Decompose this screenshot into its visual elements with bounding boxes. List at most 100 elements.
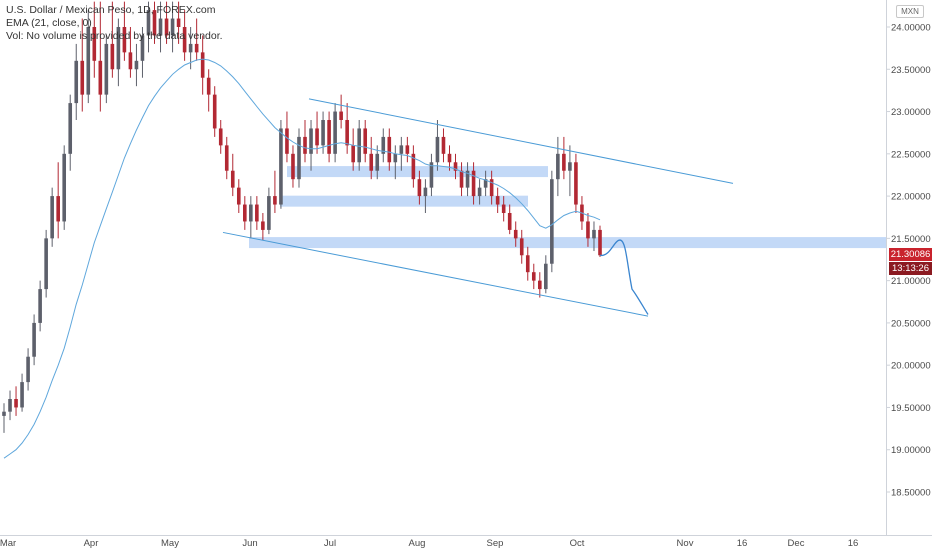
candle[interactable] <box>110 1 115 78</box>
candle[interactable] <box>435 120 440 171</box>
candle[interactable] <box>513 221 518 247</box>
candle[interactable] <box>200 35 205 95</box>
horizontal-zone[interactable] <box>287 166 548 178</box>
channel-upper-line[interactable] <box>308 98 734 184</box>
candle[interactable] <box>122 1 127 61</box>
candle[interactable] <box>387 128 392 171</box>
candle[interactable] <box>411 145 416 188</box>
candle[interactable] <box>507 204 512 235</box>
candle[interactable] <box>574 153 578 213</box>
candle[interactable] <box>134 43 139 87</box>
horizontal-zone[interactable] <box>280 195 528 207</box>
candle[interactable] <box>417 170 422 205</box>
candle[interactable] <box>32 314 36 366</box>
candle[interactable] <box>74 43 79 120</box>
candle[interactable] <box>170 1 175 53</box>
candle[interactable] <box>357 120 361 171</box>
candle[interactable] <box>152 1 157 44</box>
candle[interactable] <box>405 136 410 163</box>
candle[interactable] <box>279 120 283 209</box>
candle[interactable] <box>38 280 42 332</box>
candle[interactable] <box>459 162 464 197</box>
candle[interactable] <box>586 213 590 247</box>
candle[interactable] <box>351 128 355 171</box>
candle[interactable] <box>363 120 368 163</box>
candle[interactable] <box>537 272 542 298</box>
candle[interactable] <box>218 120 223 154</box>
candle[interactable] <box>339 94 343 129</box>
candle[interactable] <box>393 145 398 180</box>
candle[interactable] <box>164 1 169 44</box>
channel-lower-line[interactable] <box>222 231 649 317</box>
candle[interactable] <box>62 145 67 230</box>
candle[interactable] <box>399 136 404 171</box>
candle[interactable] <box>230 153 235 197</box>
candle[interactable] <box>447 145 452 171</box>
candle[interactable] <box>2 403 6 433</box>
candle[interactable] <box>116 18 121 87</box>
candle[interactable] <box>224 136 229 180</box>
candle[interactable] <box>56 162 60 239</box>
candle[interactable] <box>556 136 560 197</box>
candle[interactable] <box>471 162 476 205</box>
candle[interactable] <box>333 103 337 163</box>
candle[interactable] <box>303 120 307 163</box>
candle[interactable] <box>381 128 386 163</box>
candle[interactable] <box>309 120 313 171</box>
candle[interactable] <box>80 18 85 112</box>
candle[interactable] <box>182 10 187 61</box>
candle[interactable] <box>273 170 277 213</box>
candle[interactable] <box>236 179 241 213</box>
candle[interactable] <box>140 27 145 78</box>
candle[interactable] <box>68 94 73 171</box>
candle[interactable] <box>592 221 596 252</box>
candle[interactable] <box>8 390 12 421</box>
candle[interactable] <box>598 225 602 257</box>
candle[interactable] <box>519 229 524 264</box>
candle[interactable] <box>550 170 554 273</box>
candle[interactable] <box>146 1 151 53</box>
candle[interactable] <box>176 1 181 44</box>
candle[interactable] <box>531 263 536 290</box>
candle[interactable] <box>104 35 109 104</box>
candle[interactable] <box>297 128 301 188</box>
horizontal-zone[interactable] <box>249 237 886 249</box>
candle[interactable] <box>501 196 506 222</box>
candle[interactable] <box>194 18 199 61</box>
candle[interactable] <box>255 196 259 230</box>
candle[interactable] <box>26 348 30 391</box>
candle[interactable] <box>375 145 380 180</box>
candle[interactable] <box>489 170 494 205</box>
candle[interactable] <box>327 111 331 163</box>
candle[interactable] <box>429 153 434 197</box>
candle[interactable] <box>345 103 349 154</box>
candle[interactable] <box>483 170 488 197</box>
candle[interactable] <box>14 386 18 416</box>
candle[interactable] <box>544 255 548 294</box>
candle[interactable] <box>50 187 54 247</box>
candle[interactable] <box>495 187 500 213</box>
candle[interactable] <box>315 111 319 154</box>
candle[interactable] <box>477 179 482 205</box>
candle[interactable] <box>562 136 566 180</box>
candle[interactable] <box>465 162 470 197</box>
candle[interactable] <box>441 128 446 163</box>
candle[interactable] <box>206 69 211 112</box>
candle[interactable] <box>86 10 91 104</box>
candle[interactable] <box>92 1 97 78</box>
candle[interactable] <box>261 213 265 241</box>
candle[interactable] <box>285 111 289 163</box>
candle[interactable] <box>243 196 247 230</box>
candle[interactable] <box>249 196 253 239</box>
candle[interactable] <box>369 136 374 180</box>
ema-indicator-label[interactable]: EMA (21, close, 0) <box>6 17 92 29</box>
candle[interactable] <box>44 229 48 298</box>
candle[interactable] <box>525 246 530 281</box>
candle[interactable] <box>98 1 103 112</box>
candle[interactable] <box>128 27 133 78</box>
candle[interactable] <box>568 145 572 197</box>
candle[interactable] <box>267 187 271 235</box>
candle[interactable] <box>212 86 217 137</box>
candle[interactable] <box>453 153 458 180</box>
